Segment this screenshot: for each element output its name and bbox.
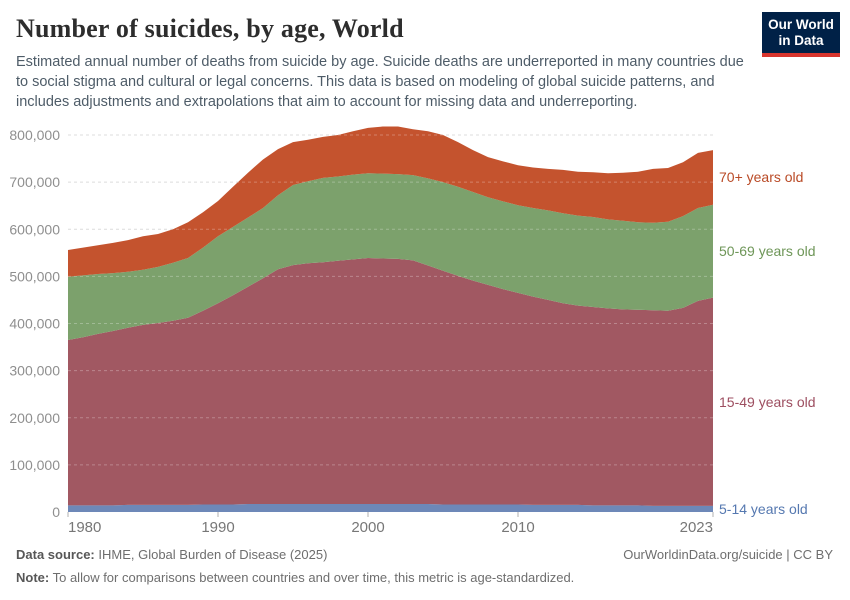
stacked-area-chart[interactable]: 0 100,000 200,000 300,000 400,000 500,000 600,… <box>0 122 850 542</box>
svg-text:500,000: 500,000 <box>9 268 60 284</box>
svg-text:1980: 1980 <box>68 519 101 536</box>
chart-footer: Data source: IHME, Global Burden of Dise… <box>16 547 833 586</box>
note-text: To allow for comparisons between countri… <box>52 570 575 585</box>
series-label-15-49: 15-49 years old <box>719 393 816 410</box>
svg-text:800,000: 800,000 <box>9 127 60 143</box>
series-label-50-69: 50-69 years old <box>719 243 816 260</box>
series-label-5-14: 5-14 years old <box>719 500 808 517</box>
area-series <box>68 126 713 512</box>
note-label: Note: <box>16 570 50 585</box>
series-label-70plus: 70+ years old <box>719 169 804 186</box>
owid-logo[interactable]: Our World in Data <box>762 12 840 57</box>
logo-line2: in Data <box>778 33 824 48</box>
svg-text:700,000: 700,000 <box>9 174 60 190</box>
data-source-text: IHME, Global Burden of Disease (2025) <box>98 547 328 562</box>
owid-url-link[interactable]: OurWorldinData.org/suicide | CC BY <box>623 547 833 562</box>
svg-text:300,000: 300,000 <box>9 363 60 379</box>
area-50-69-years-old[interactable] <box>68 173 713 340</box>
page-title: Number of suicides, by age, World <box>16 14 404 43</box>
svg-text:1990: 1990 <box>201 519 234 536</box>
chart-subtitle: Estimated annual number of deaths from s… <box>16 54 744 110</box>
svg-text:600,000: 600,000 <box>9 221 60 237</box>
data-source-label: Data source: <box>16 547 95 562</box>
area-5-14-years-old[interactable] <box>68 504 713 512</box>
data-source-line: Data source: IHME, Global Burden of Dise… <box>16 547 327 563</box>
svg-text:200,000: 200,000 <box>9 410 60 426</box>
svg-text:0: 0 <box>52 504 60 520</box>
svg-text:100,000: 100,000 <box>9 457 60 473</box>
svg-text:2023: 2023 <box>680 519 713 536</box>
area-15-49-years-old[interactable] <box>68 258 713 506</box>
svg-text:2010: 2010 <box>501 519 534 536</box>
y-axis-labels: 0 100,000 200,000 300,000 400,000 500,000 600,… <box>9 127 60 520</box>
svg-text:400,000: 400,000 <box>9 316 60 332</box>
x-axis-labels: 1980 1990 2000 2010 2023 <box>67 512 714 536</box>
area-70+-years-old[interactable] <box>68 126 713 277</box>
svg-text:2000: 2000 <box>351 519 384 536</box>
logo-line1: Our World <box>768 17 834 32</box>
